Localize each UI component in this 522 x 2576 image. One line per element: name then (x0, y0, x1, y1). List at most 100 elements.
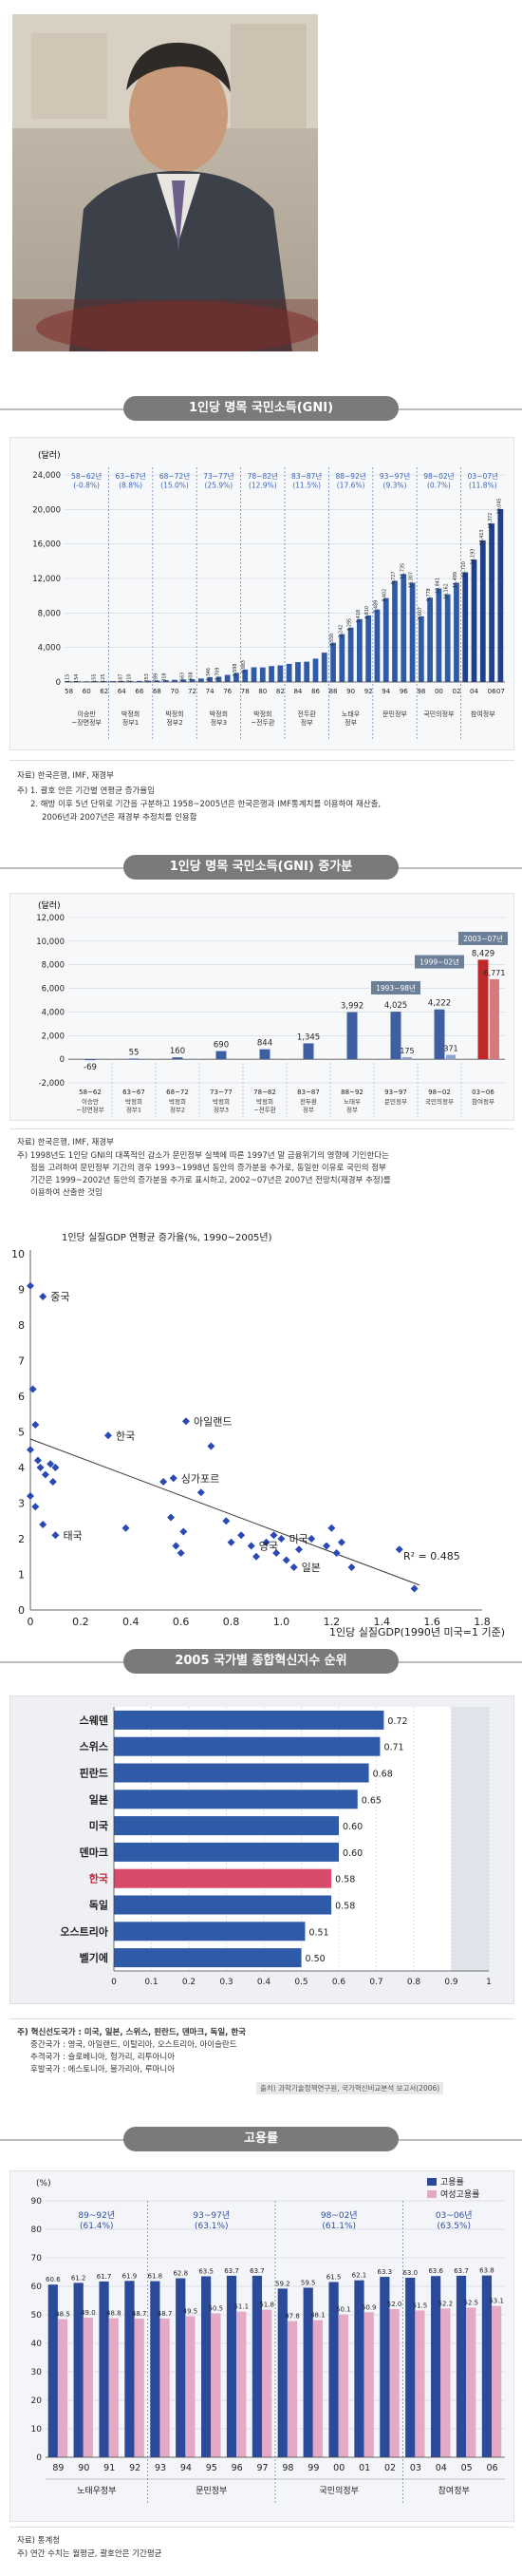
scatter-r2-label: R² = 0.485 (403, 1550, 460, 1563)
inc-ytick-label: 0 (60, 1055, 65, 1065)
inc-note-source: 자료) 한국은행, IMF, 재경부 (17, 1138, 114, 1147)
emp-xtick-label: 02 (384, 2463, 396, 2473)
inc-category-label: 93~97 (384, 1089, 407, 1096)
emp-ytick-label: 80 (31, 2226, 43, 2235)
gni-bar (339, 634, 345, 682)
gni-period-name: ~장면정부 (71, 718, 102, 727)
gni-bar (427, 597, 433, 682)
inc-ytick-label: 4,000 (42, 1008, 65, 1017)
scatter-xtick-label: 1.2 (324, 1616, 341, 1628)
emp-bar-total (226, 2275, 237, 2457)
emp-value-label: 63.8 (479, 2267, 494, 2275)
emp-period-label: (63.5%) (437, 2222, 471, 2231)
innovation-bar (114, 1948, 302, 1968)
gni-bar (127, 681, 134, 682)
gni-xtick-label: 00 (435, 688, 443, 695)
emp-xtick-label: 01 (359, 2463, 370, 2473)
gni-period-rate: (17.6%) (337, 482, 365, 490)
innovation-value-label: 0.68 (373, 1770, 393, 1780)
emp-ytick-label: 90 (31, 2197, 43, 2207)
gni-xtick-label: 94 (382, 688, 390, 695)
innovation-xtick-label: 0.5 (294, 1978, 308, 1987)
emp-bar-female (108, 2318, 119, 2457)
emp-bar-total (328, 2282, 339, 2457)
gni-xtick-label: 06 (488, 688, 496, 695)
gni-value-label: 5,418 (356, 610, 362, 623)
inc-category-name: 정부1 (126, 1106, 141, 1114)
inc-ytick-label: 2,000 (42, 1032, 65, 1041)
innovation-value-label: 0.65 (362, 1795, 382, 1806)
gni-value-label: 8,402 (382, 589, 388, 602)
gni-value-label: 7,607 (418, 607, 423, 620)
emp-bar-total (73, 2282, 84, 2457)
gni-value-label: 6,810 (364, 606, 370, 619)
inc-category-label: 78~82 (253, 1089, 276, 1096)
emp-value-label: 48.1 (310, 2312, 326, 2320)
emp-value-label: 61.7 (97, 2273, 112, 2281)
emp-ytick-label: 0 (36, 2453, 42, 2463)
gni-period-name: 노태우 (342, 710, 361, 718)
innovation-bar (114, 1816, 339, 1836)
inc-bar (390, 1012, 401, 1060)
gni-period-name: 박정희 (121, 710, 140, 718)
emp-xtick-label: 91 (103, 2463, 115, 2473)
inc-period-tag (415, 955, 464, 969)
emp-ytick-label: 20 (31, 2396, 43, 2406)
scatter-ytick-label: 6 (18, 1391, 25, 1403)
inn-note-2: 중간국가 : 영국, 아일랜드, 이탈리아, 오스트리아, 아이슬란드 (30, 2040, 237, 2050)
emp-bar-female (134, 2318, 144, 2457)
emp-ytick-label: 50 (31, 2311, 43, 2320)
emp-ytick-label: 30 (31, 2368, 43, 2377)
gni-value-label: 12,720 (461, 561, 467, 578)
emp-value-label: 49.5 (183, 2308, 198, 2316)
inc-ytick-label: 12,000 (36, 914, 65, 923)
scatter-ytick-label: 9 (18, 1284, 25, 1297)
emp-legend-label: 여성고용률 (440, 2188, 479, 2200)
emp-xtick-label: 04 (436, 2463, 447, 2473)
gni-xtick-label: 90 (346, 688, 355, 695)
gni-bar (277, 665, 284, 682)
gni-value-label: 154 (74, 674, 80, 683)
inc-extra-bar (446, 1054, 456, 1060)
inc-ytick-label: 8,000 (42, 961, 65, 971)
emp-bar-female (312, 2320, 324, 2457)
gni-period-name: 박정희 (210, 710, 228, 718)
emp-value-label: 48.7 (132, 2310, 147, 2318)
gni-value-label: 18,372 (488, 513, 494, 529)
innovation-value-label: 0.72 (387, 1716, 407, 1727)
emp-bar-total (150, 2281, 160, 2457)
gni-bar (251, 667, 257, 682)
inc-ytick-label: 10,000 (36, 938, 65, 947)
scatter-point (196, 1488, 205, 1497)
emp-value-label: 50.9 (362, 2303, 377, 2311)
scatter-ytick-label: 1 (18, 1569, 25, 1582)
emp-bar-total (277, 2288, 288, 2457)
gni-period-rate: (8.8%) (119, 482, 142, 490)
gni-bar-chart: (달러) 0 4,000 8,000 12,000 16,000 20,000 24,000… (9, 437, 514, 750)
scatter-point (51, 1531, 60, 1540)
scatter-point (27, 1446, 34, 1454)
gni-note-2: 2. 해방 이후 5년 단위로 기간을 구분하고 1958~2005년은 한국은… (30, 800, 382, 809)
emp-value-label: 61.2 (71, 2274, 86, 2282)
gni-xtick-label: 02 (452, 688, 460, 695)
inc-bar (215, 1051, 227, 1060)
inc-category-name: ~전두환 (253, 1106, 275, 1114)
scatter-point (262, 1538, 270, 1546)
inc-period-tag-label: 2003~07년 (463, 934, 503, 943)
gni-xtick-label: 78 (241, 688, 250, 695)
inc-bar (259, 1049, 270, 1060)
emp-bar-total (124, 2281, 135, 2457)
gni-value-label: 1,709 (214, 668, 220, 681)
inc-category-label: 63~67 (122, 1089, 145, 1096)
innovation-xtick-label: 0.6 (332, 1978, 346, 1987)
gni-period-name: ~전두환 (251, 718, 275, 727)
emp-bar-female (236, 2311, 247, 2457)
gni-note-3: 2006년과 2007년은 재경부 추정치를 인용함 (42, 813, 197, 823)
emp-bar-female (185, 2316, 196, 2457)
scatter-point (36, 1464, 45, 1471)
inc-value-label: 4,222 (428, 999, 451, 1009)
employment-bar-chart: (%)0102030405060708090고용률여성고용률89~92년(61.… (9, 2170, 514, 2522)
gni-value-label: 10,307 (409, 572, 415, 588)
innovation-value-label: 0.60 (343, 1848, 363, 1859)
scatter-x-axis-label: 1인당 실질GDP(1990년 미국=1 기준) (329, 1626, 505, 1638)
